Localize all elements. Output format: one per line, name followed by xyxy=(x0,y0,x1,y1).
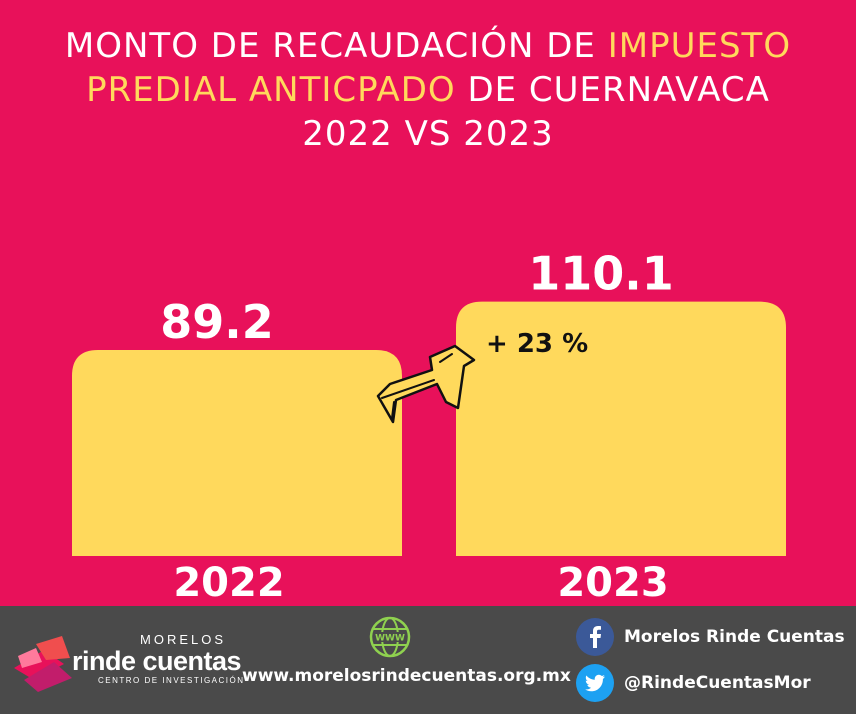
facebook-label: Morelos Rinde Cuentas xyxy=(624,627,845,647)
footer: MORELOS rinde cuentas CENTRO DE INVESTIG… xyxy=(0,606,856,714)
bar-chart: 89.2 2022 110.1 2023 + 23 % xyxy=(72,247,786,606)
twitter-label: @RindeCuentasMor xyxy=(624,673,811,693)
bar-2023 xyxy=(456,301,786,556)
bars-group: 89.2 2022 110.1 2023 xyxy=(72,247,786,606)
chart-title: MONTO DE RECAUDACIÓN DE IMPUESTO PREDIAL… xyxy=(0,24,856,156)
website-link[interactable]: www.morelosrindecuentas.org.mx xyxy=(242,666,571,686)
twitter-icon xyxy=(576,664,614,702)
growth-arrow-icon xyxy=(376,344,476,424)
logo-top-text: MORELOS xyxy=(140,632,227,647)
facebook-icon xyxy=(576,618,614,656)
title-highlight: PREDIAL ANTICPADO xyxy=(86,70,456,110)
title-highlight: IMPUESTO xyxy=(607,26,792,66)
logo-main-text: rinde cuentas xyxy=(72,646,242,676)
title-line-2: PREDIAL ANTICPADO DE CUERNAVACA xyxy=(86,70,770,110)
svg-text:WWW: WWW xyxy=(375,634,405,644)
facebook-link[interactable]: Morelos Rinde Cuentas xyxy=(576,618,845,656)
category-label-2023: 2023 xyxy=(557,560,668,606)
twitter-link[interactable]: @RindeCuentasMor xyxy=(576,664,811,702)
globe-www-icon: WWW xyxy=(369,616,411,658)
bar-2022 xyxy=(72,349,402,556)
growth-annotation: + 23 % xyxy=(486,329,588,359)
value-label-2022: 89.2 xyxy=(160,295,274,349)
category-label-2022: 2022 xyxy=(173,560,284,606)
title-line-3: 2022 VS 2023 xyxy=(302,114,554,154)
logo-icon xyxy=(14,636,72,692)
logo-sub-text: CENTRO DE INVESTIGACIÓN xyxy=(98,676,245,685)
value-label-2023: 110.1 xyxy=(528,247,674,301)
title-line-1: MONTO DE RECAUDACIÓN DE IMPUESTO xyxy=(64,26,792,66)
